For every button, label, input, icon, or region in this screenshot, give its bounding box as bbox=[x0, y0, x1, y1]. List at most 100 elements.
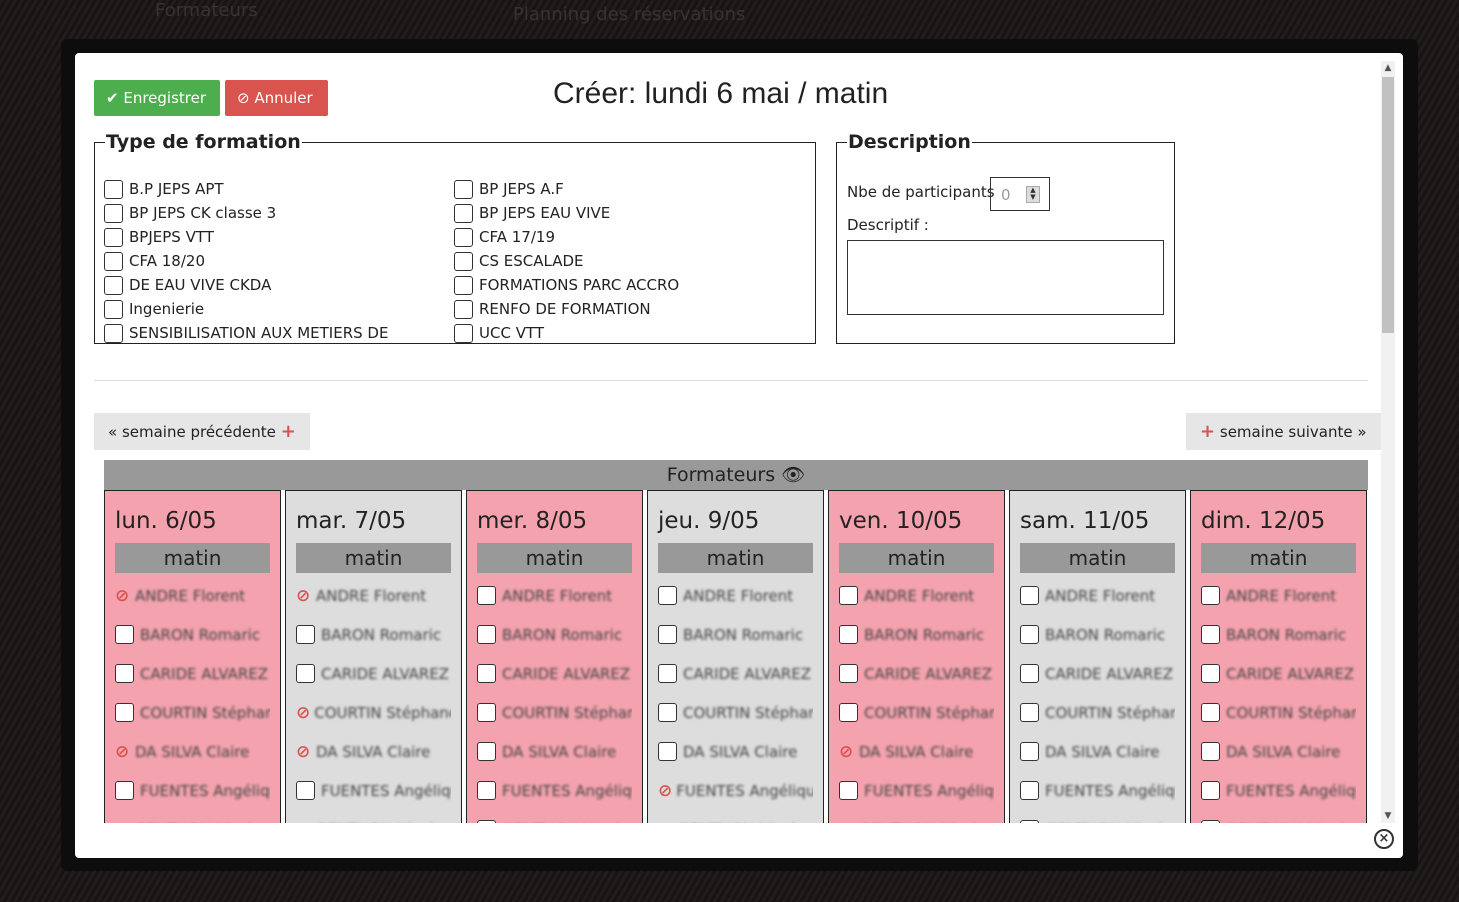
trainer-row[interactable]: ANDRE Florent bbox=[658, 576, 813, 615]
trainer-checkbox[interactable] bbox=[658, 586, 677, 605]
type-option[interactable]: FORMATIONS PARC ACCRO bbox=[454, 273, 679, 297]
type-option[interactable]: CS ESCALADE bbox=[454, 249, 584, 273]
trainer-checkbox[interactable] bbox=[1201, 586, 1220, 605]
trainer-row[interactable]: FUENTES Angélique bbox=[477, 771, 632, 810]
type-option[interactable]: RENFO DE FORMATION bbox=[454, 297, 651, 321]
save-button[interactable]: ✔ Enregistrer bbox=[94, 80, 220, 116]
trainer-row[interactable]: ANDRE Florent bbox=[839, 576, 994, 615]
checkbox[interactable] bbox=[104, 323, 123, 343]
trainer-checkbox[interactable] bbox=[1201, 703, 1220, 722]
checkbox[interactable] bbox=[104, 251, 123, 271]
trainer-checkbox[interactable] bbox=[839, 703, 858, 722]
trainer-row[interactable]: CARIDE ALVAREZ Gael bbox=[1201, 654, 1356, 693]
checkbox[interactable] bbox=[104, 299, 123, 319]
trainer-row[interactable]: DA SILVA Claire bbox=[1020, 732, 1175, 771]
previous-week-button[interactable]: « semaine précédente + bbox=[94, 413, 310, 450]
trainer-checkbox[interactable] bbox=[1020, 742, 1039, 761]
trainer-checkbox[interactable] bbox=[1020, 625, 1039, 644]
trainer-row[interactable]: BARON Romaric bbox=[477, 615, 632, 654]
trainer-checkbox[interactable] bbox=[296, 781, 315, 800]
descriptif-textarea[interactable] bbox=[847, 240, 1164, 315]
trainer-checkbox[interactable] bbox=[1201, 742, 1220, 761]
trainer-checkbox[interactable] bbox=[1020, 664, 1039, 683]
trainer-checkbox[interactable] bbox=[296, 625, 315, 644]
participants-input[interactable]: 0 ▲ ▼ bbox=[990, 177, 1050, 211]
type-option[interactable]: DE EAU VIVE CKDA bbox=[104, 273, 271, 297]
trainer-checkbox[interactable] bbox=[477, 625, 496, 644]
trainer-row[interactable]: ANDRE Florent bbox=[1201, 576, 1356, 615]
trainer-row[interactable]: GENTHON Nicolas bbox=[477, 810, 632, 823]
trainer-row[interactable]: COURTIN Stéphane bbox=[477, 693, 632, 732]
trainer-row[interactable]: BARON Romaric bbox=[1020, 615, 1175, 654]
trainer-checkbox[interactable] bbox=[839, 664, 858, 683]
trainer-row[interactable]: BARON Romaric bbox=[1201, 615, 1356, 654]
trainer-checkbox[interactable] bbox=[658, 742, 677, 761]
type-option[interactable]: BPJEPS VTT bbox=[104, 225, 214, 249]
checkbox[interactable] bbox=[454, 179, 473, 199]
trainer-row[interactable]: CARIDE ALVAREZ Gael bbox=[1020, 654, 1175, 693]
trainer-row[interactable]: CARIDE ALVAREZ Gael bbox=[115, 654, 270, 693]
trainer-row[interactable]: FUENTES Angélique bbox=[115, 771, 270, 810]
trainer-row[interactable]: COURTIN Stéphane bbox=[1020, 693, 1175, 732]
trainer-checkbox[interactable] bbox=[658, 703, 677, 722]
checkbox[interactable] bbox=[454, 299, 473, 319]
spinner-icon[interactable]: ▲ ▼ bbox=[1026, 186, 1040, 203]
trainer-row[interactable]: CARIDE ALVAREZ Gael bbox=[296, 654, 451, 693]
trainer-checkbox[interactable] bbox=[1201, 664, 1220, 683]
checkbox[interactable] bbox=[104, 275, 123, 295]
modal-scrollbar[interactable]: ▲ ▼ bbox=[1381, 61, 1395, 823]
close-button[interactable]: × bbox=[1374, 829, 1394, 849]
trainer-row[interactable]: FUENTES Angélique bbox=[1201, 771, 1356, 810]
trainer-checkbox[interactable] bbox=[839, 625, 858, 644]
checkbox[interactable] bbox=[454, 323, 473, 343]
trainer-checkbox[interactable] bbox=[477, 781, 496, 800]
trainer-checkbox[interactable] bbox=[1201, 625, 1220, 644]
trainer-checkbox[interactable] bbox=[115, 781, 134, 800]
trainer-row[interactable]: BARON Romaric bbox=[296, 615, 451, 654]
type-option[interactable]: BP JEPS EAU VIVE bbox=[454, 201, 610, 225]
trainer-row[interactable]: CARIDE ALVAREZ Gael bbox=[839, 654, 994, 693]
trainer-checkbox[interactable] bbox=[839, 781, 858, 800]
trainer-checkbox[interactable] bbox=[115, 703, 134, 722]
trainer-row[interactable]: FUENTES Angélique bbox=[839, 771, 994, 810]
trainer-checkbox[interactable] bbox=[658, 664, 677, 683]
trainer-checkbox[interactable] bbox=[477, 820, 496, 823]
trainer-row[interactable]: BARON Romaric bbox=[839, 615, 994, 654]
eye-slash-icon[interactable]: 👁 bbox=[781, 464, 806, 486]
trainer-row[interactable]: FUENTES Angélique bbox=[1020, 771, 1175, 810]
trainer-checkbox[interactable] bbox=[839, 586, 858, 605]
trainer-row[interactable]: CARIDE ALVAREZ Gael bbox=[658, 654, 813, 693]
scroll-up-icon[interactable]: ▲ bbox=[1384, 63, 1392, 73]
type-option[interactable]: CFA 18/20 bbox=[104, 249, 205, 273]
type-option[interactable]: Ingenierie bbox=[104, 297, 204, 321]
checkbox[interactable] bbox=[454, 275, 473, 295]
trainer-row[interactable]: DA SILVA Claire bbox=[658, 732, 813, 771]
trainer-checkbox[interactable] bbox=[1020, 703, 1039, 722]
trainer-row[interactable]: BARON Romaric bbox=[658, 615, 813, 654]
type-option[interactable]: CFA 17/19 bbox=[454, 225, 555, 249]
trainer-checkbox[interactable] bbox=[1201, 781, 1220, 800]
type-option[interactable]: SENSIBILISATION AUX METIERS DE bbox=[104, 321, 388, 345]
checkbox[interactable] bbox=[104, 203, 123, 223]
trainer-row[interactable]: ANDRE Florent bbox=[477, 576, 632, 615]
trainer-row[interactable]: COURTIN Stéphane bbox=[658, 693, 813, 732]
trainer-checkbox[interactable] bbox=[477, 703, 496, 722]
type-option[interactable]: B.P JEPS APT bbox=[104, 177, 224, 201]
type-option[interactable]: BP JEPS A.F bbox=[454, 177, 564, 201]
next-week-button[interactable]: + semaine suivante » bbox=[1186, 413, 1381, 450]
trainer-row[interactable]: GENTHON Nicolas bbox=[1020, 810, 1175, 823]
trainer-checkbox[interactable] bbox=[658, 625, 677, 644]
trainer-row[interactable]: BARON Romaric bbox=[115, 615, 270, 654]
trainer-row[interactable]: COURTIN Stéphane bbox=[839, 693, 994, 732]
trainer-row[interactable]: ANDRE Florent bbox=[1020, 576, 1175, 615]
trainer-checkbox[interactable] bbox=[477, 742, 496, 761]
scrollbar-thumb[interactable] bbox=[1382, 77, 1394, 333]
trainer-checkbox[interactable] bbox=[1020, 820, 1039, 823]
checkbox[interactable] bbox=[454, 203, 473, 223]
trainer-checkbox[interactable] bbox=[115, 625, 134, 644]
cancel-button[interactable]: ⊘ Annuler bbox=[225, 80, 328, 116]
trainer-row[interactable]: COURTIN Stéphane bbox=[115, 693, 270, 732]
trainer-checkbox[interactable] bbox=[296, 664, 315, 683]
trainer-checkbox[interactable] bbox=[477, 586, 496, 605]
trainer-checkbox[interactable] bbox=[1201, 820, 1220, 823]
